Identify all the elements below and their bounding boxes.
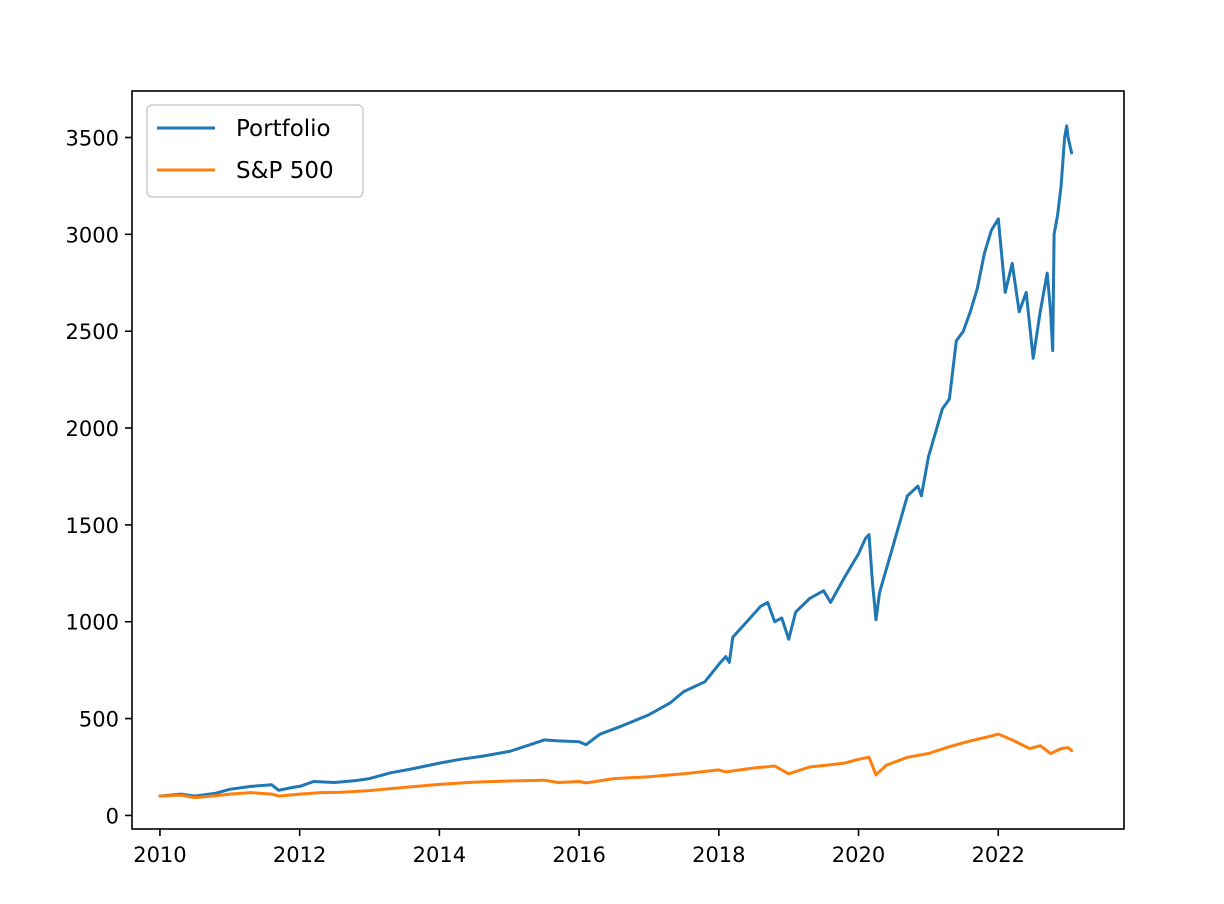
x-tick-label: 2012 (273, 843, 326, 867)
x-tick-label: 2018 (692, 843, 745, 867)
y-tick-label: 2500 (66, 320, 119, 344)
x-tick-label: 2016 (552, 843, 605, 867)
y-tick-label: 2000 (66, 417, 119, 441)
series-layer (158, 124, 1074, 800)
y-tick-label: 1500 (66, 514, 119, 538)
plot-frame (131, 90, 1125, 830)
y-tick-label: 0 (106, 804, 119, 828)
x-tick-label: 2020 (832, 843, 885, 867)
series-line-1 (158, 732, 1074, 800)
x-tick-label: 2022 (972, 843, 1025, 867)
y-tick-label: 3000 (66, 223, 119, 247)
x-tick-label: 2014 (413, 843, 466, 867)
legend-label-0: Portfolio (236, 116, 331, 142)
y-axis: 0 500 1000 1500 2000 2500 3000 3500 (66, 126, 132, 828)
y-tick-label: 500 (79, 708, 119, 732)
legend: Portfolio S&P 500 (146, 104, 364, 198)
legend-label-1: S&P 500 (236, 158, 334, 184)
x-axis: 2010 2012 2014 2016 2018 2020 2022 (133, 829, 1025, 867)
y-tick-label: 3500 (66, 126, 119, 150)
y-tick-label: 1000 (66, 611, 119, 635)
series-line-0 (158, 124, 1074, 798)
x-tick-label: 2010 (133, 843, 186, 867)
